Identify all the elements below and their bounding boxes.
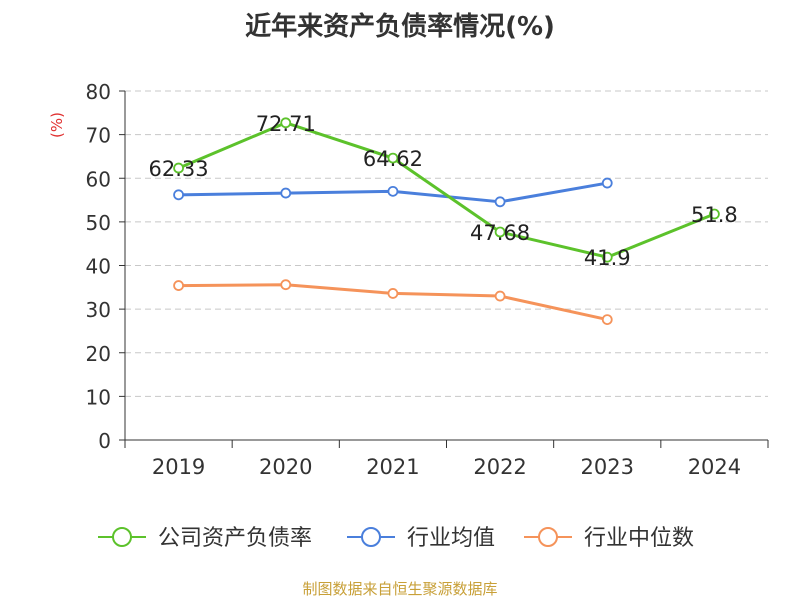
data-point[interactable] (601, 177, 613, 189)
legend-label: 行业均值 (407, 526, 495, 551)
series-2 (173, 177, 613, 208)
data-point[interactable] (494, 226, 506, 238)
legend-item[interactable]: 行业中位数 (524, 526, 694, 551)
legend-label: 行业中位数 (584, 526, 694, 551)
data-point[interactable] (601, 314, 613, 325)
series-3 (173, 279, 613, 325)
legend-marker (112, 527, 132, 547)
grid-lines (125, 90, 768, 397)
data-point[interactable] (387, 152, 399, 164)
data-point[interactable] (173, 280, 184, 291)
data-label: 72.71 (256, 112, 316, 136)
data-point[interactable] (173, 162, 184, 174)
data-point[interactable] (173, 189, 184, 201)
data-point[interactable] (387, 288, 399, 299)
legend-marker (361, 527, 381, 547)
legend-label: 公司资产负债率 (158, 526, 312, 551)
source-note: 制图数据来自恒生聚源数据库 (302, 580, 498, 598)
x-tick-label: 2022 (473, 455, 526, 479)
data-point[interactable] (280, 279, 292, 291)
y-tick-label: 80 (86, 80, 111, 104)
data-point[interactable] (280, 117, 292, 129)
data-label: 64.62 (363, 147, 423, 171)
legend[interactable]: 公司资产负债率 行业均值 行业中位数 (98, 526, 694, 551)
series-line (177, 121, 715, 259)
data-label: 41.9 (584, 246, 631, 270)
data-labels: 62.33 72.71 64.62 47.68 41.9 51.8 (149, 112, 738, 270)
data-point[interactable] (494, 196, 506, 208)
legend-item[interactable]: 公司资产负债率 (98, 526, 312, 551)
y-tick-label: 10 (86, 385, 111, 409)
data-point[interactable] (387, 185, 399, 197)
x-tick-label: 2023 (581, 455, 634, 479)
y-tick-label: 40 (86, 255, 111, 279)
data-label: 47.68 (470, 221, 530, 245)
data-point[interactable] (494, 290, 506, 302)
y-tick-label: 50 (86, 211, 111, 235)
data-point[interactable] (280, 187, 292, 199)
y-axis-label: (%) (48, 112, 66, 138)
legend-item[interactable]: 行业均值 (347, 526, 495, 551)
y-tick-label: 20 (86, 342, 111, 366)
y-tick-label: 0 (98, 429, 111, 453)
x-tick-label: 2024 (688, 455, 741, 479)
x-tick-label: 2019 (152, 455, 205, 479)
series-1 (173, 117, 720, 263)
x-tick-label: 2021 (366, 455, 419, 479)
axes: 0 10 20 30 40 50 60 70 80 2019 2020 2021 2022 2023 202… (86, 80, 769, 479)
y-tick-label: 60 (86, 167, 111, 191)
data-label: 62.33 (149, 157, 209, 181)
data-label: 51.8 (691, 203, 738, 227)
series-layer (173, 117, 720, 325)
legend-marker (538, 527, 558, 547)
chart-title: 近年来资产负债率情况(%) (245, 12, 555, 42)
x-tick-label: 2020 (259, 455, 312, 479)
data-point[interactable] (601, 251, 613, 263)
y-tick-label: 70 (86, 124, 111, 148)
data-point[interactable] (709, 208, 720, 220)
y-tick-label: 30 (86, 298, 111, 322)
